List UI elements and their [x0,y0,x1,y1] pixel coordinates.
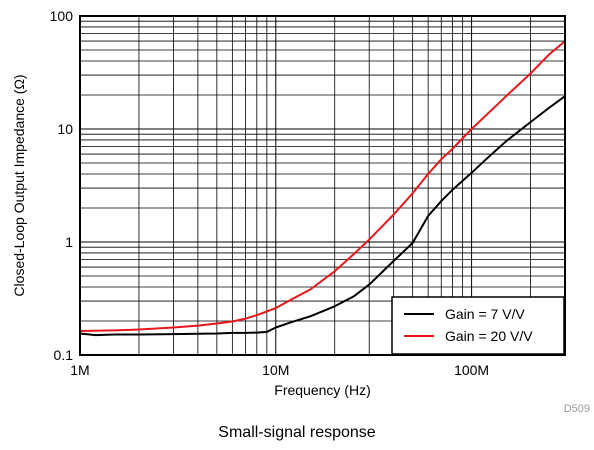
x-tick-label: 10M [262,362,289,378]
y-axis-label: Closed-Loop Output Impedance (Ω) [11,74,27,296]
impedance-chart: 1M 10M 100M 0.1 1 10 100 Frequency (Hz) Closed… [11,8,590,415]
legend-label: Gain = 7 V/V [445,306,525,322]
series-line [79,95,566,337]
series-layer [79,40,566,337]
figure-code: D509 [564,403,590,415]
x-tick-label: 100M [454,362,489,378]
legend: Gain = 7 V/V Gain = 20 V/V [391,296,565,355]
legend-label: Gain = 20 V/V [445,328,533,344]
legend-box [391,296,565,355]
x-tick-label: 1M [70,362,89,378]
y-tick-label: 0.1 [54,347,74,363]
y-tick-label: 1 [65,234,73,250]
caption: Small-signal response [218,424,376,441]
tick-labels: 1M 10M 100M 0.1 1 10 100 [50,8,489,378]
x-axis-label: Frequency (Hz) [274,382,370,398]
series-line [79,40,566,332]
plot-frame [79,15,566,356]
y-tick-label: 10 [57,121,73,137]
y-tick-label: 100 [50,8,74,24]
